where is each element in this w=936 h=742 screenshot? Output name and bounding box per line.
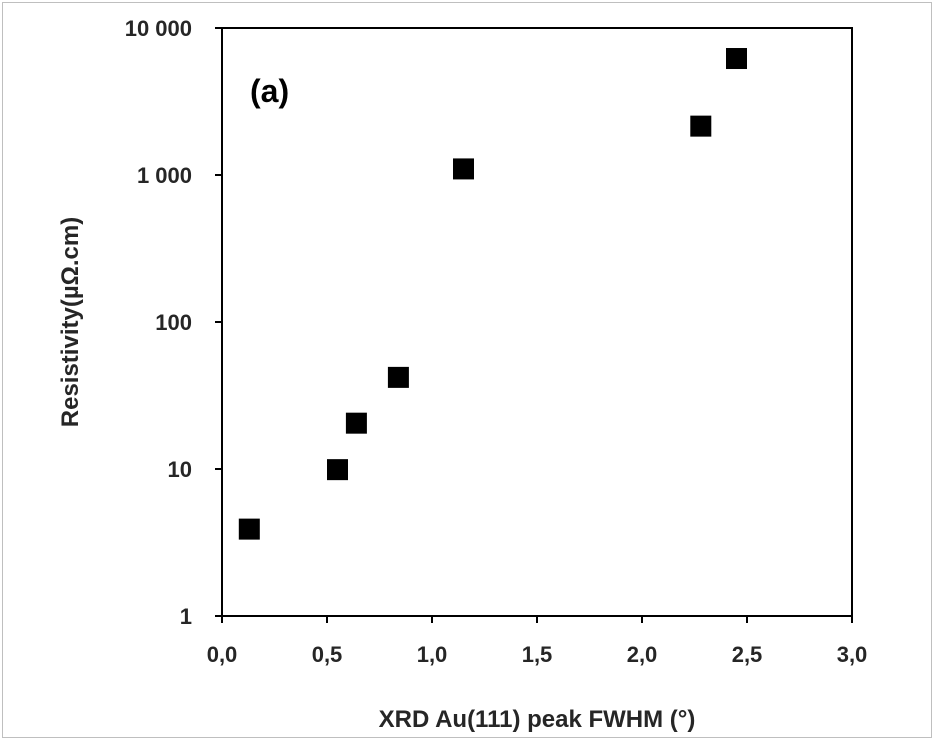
- y-axis-title: Resistivity(µΩ.cm): [57, 217, 84, 427]
- x-axis: 0,0 0,5 1,0 1,5 2,0 2,5 3,0: [207, 616, 868, 667]
- data-point: [387, 366, 409, 388]
- y-tick-label: 1: [180, 604, 192, 629]
- y-tick-label: 1 000: [137, 163, 192, 188]
- y-tick-label: 100: [155, 310, 192, 335]
- data-points: [238, 48, 747, 540]
- x-tick-label: 2,0: [627, 642, 658, 667]
- data-point: [453, 158, 474, 180]
- plot-area: [221, 27, 853, 617]
- data-point: [690, 115, 712, 137]
- x-tick-label: 1,5: [522, 642, 553, 667]
- data-point: [327, 459, 348, 481]
- x-tick-label: 2,5: [732, 642, 763, 667]
- data-point: [238, 518, 260, 540]
- x-tick-label: 0,0: [207, 642, 238, 667]
- y-tick-label: 10: [168, 457, 192, 482]
- y-tick-label: 10 000: [125, 16, 192, 41]
- x-tick-label: 1,0: [417, 642, 448, 667]
- x-tick-label: 0,5: [312, 642, 343, 667]
- data-point: [345, 412, 367, 434]
- panel-label: (a): [250, 73, 289, 109]
- x-tick-label: 3,0: [837, 642, 868, 667]
- data-point: [726, 48, 747, 70]
- y-axis: 1 10 100 1 000 10 000: [125, 16, 222, 629]
- x-axis-title: XRD Au(111) peak FWHM (°): [379, 706, 696, 733]
